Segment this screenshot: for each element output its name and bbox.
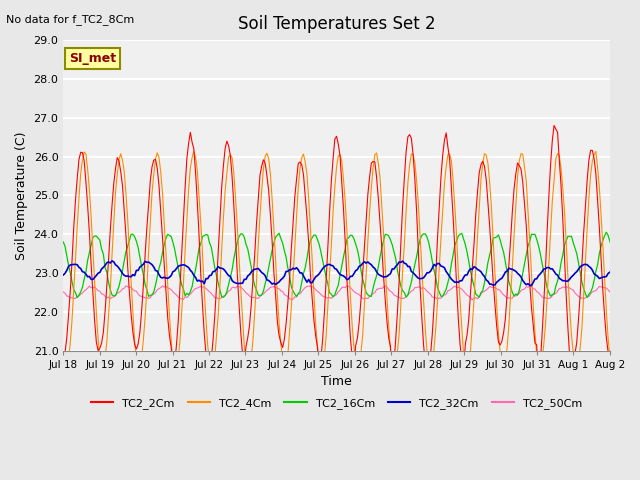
Title: Soil Temperatures Set 2: Soil Temperatures Set 2 [238,15,435,33]
Legend: TC2_2Cm, TC2_4Cm, TC2_16Cm, TC2_32Cm, TC2_50Cm: TC2_2Cm, TC2_4Cm, TC2_16Cm, TC2_32Cm, TC… [86,394,587,414]
Text: No data for f_TC2_8Cm: No data for f_TC2_8Cm [6,14,134,25]
Text: SI_met: SI_met [68,52,116,65]
Y-axis label: Soil Temperature (C): Soil Temperature (C) [15,131,28,260]
X-axis label: Time: Time [321,375,352,388]
